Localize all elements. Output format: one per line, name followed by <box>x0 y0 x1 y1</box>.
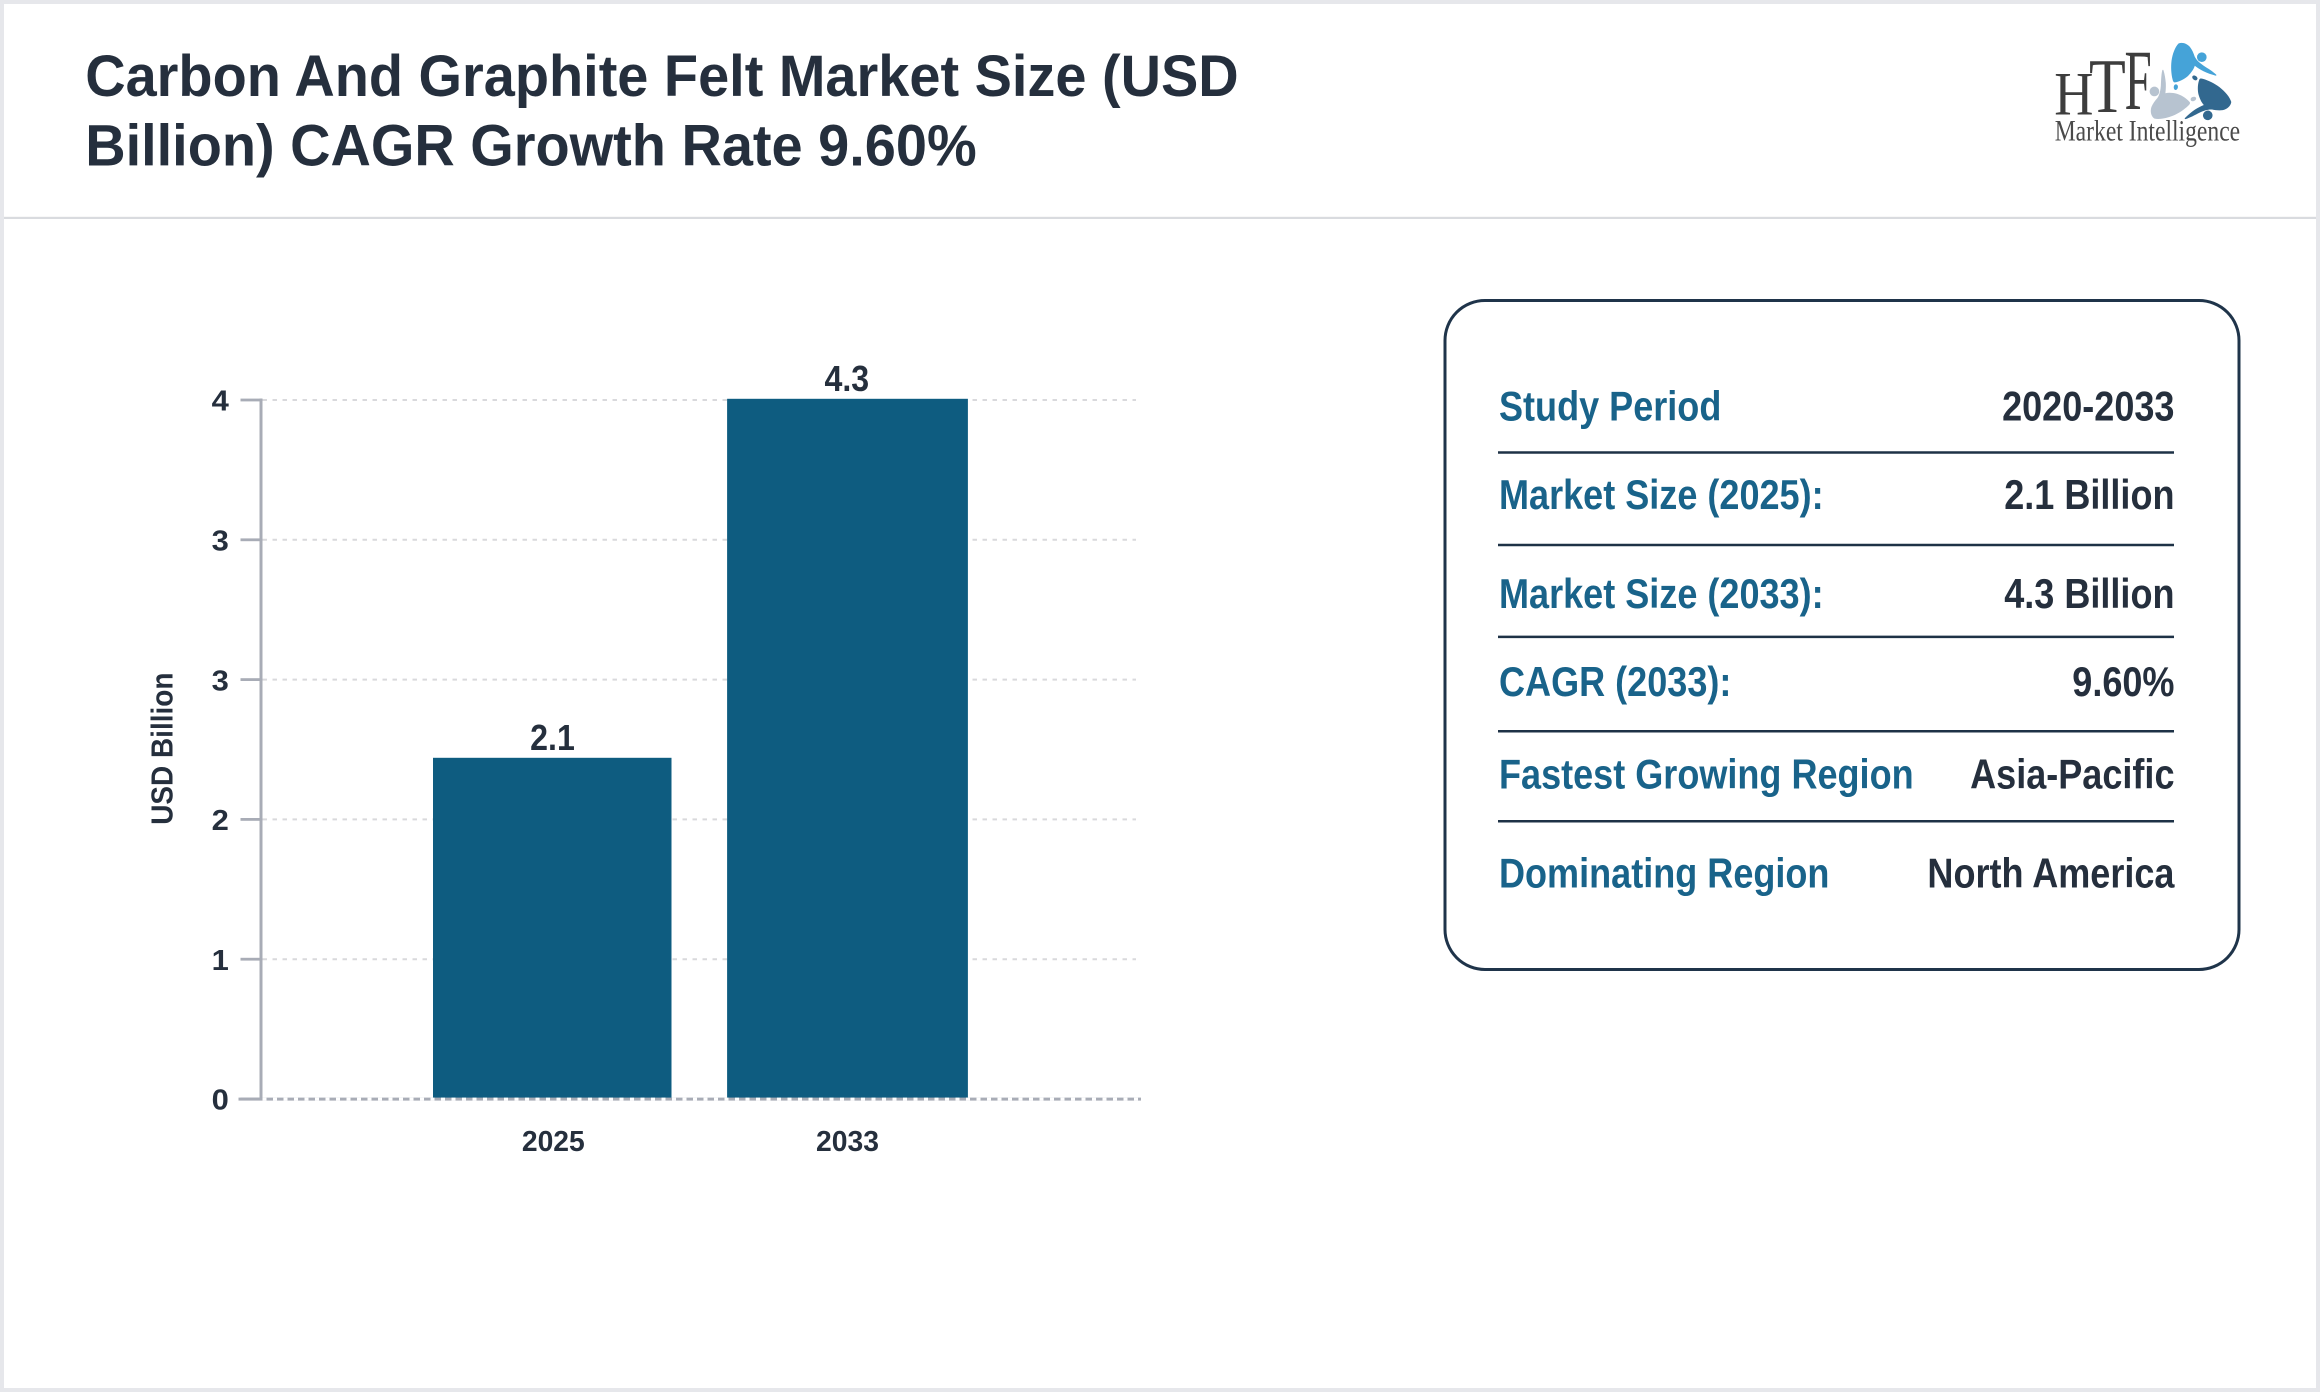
svg-text:2.1 Billion: 2.1 Billion <box>2004 473 2174 519</box>
svg-text:9.60%: 9.60% <box>2072 660 2174 706</box>
svg-text:4.3 Billion: 4.3 Billion <box>2004 572 2174 618</box>
svg-text:T: T <box>2089 43 2126 129</box>
svg-text:4.3: 4.3 <box>824 359 869 399</box>
svg-text:2: 2 <box>212 805 229 837</box>
svg-text:Dominating Region: Dominating Region <box>1499 851 1829 897</box>
svg-text:2033: 2033 <box>816 1126 879 1158</box>
svg-text:Market Size (2025):: Market Size (2025): <box>1499 473 1824 519</box>
svg-text:USD Billion: USD Billion <box>145 673 180 825</box>
svg-text:1: 1 <box>212 945 229 977</box>
svg-text:3: 3 <box>212 525 229 557</box>
svg-text:North America: North America <box>1927 851 2174 897</box>
svg-text:Study Period: Study Period <box>1499 384 1721 430</box>
svg-text:2.1: 2.1 <box>530 718 575 758</box>
svg-text:Fastest Growing Region: Fastest Growing Region <box>1499 752 1914 798</box>
svg-text:3: 3 <box>212 665 229 697</box>
svg-text:Billion) CAGR Growth Rate 9.60: Billion) CAGR Growth Rate 9.60% <box>85 113 976 178</box>
svg-text:2025: 2025 <box>522 1126 585 1158</box>
svg-text:CAGR (2033):: CAGR (2033): <box>1499 660 1731 706</box>
svg-text:H: H <box>2054 60 2093 129</box>
svg-text:Market Size (2033):: Market Size (2033): <box>1499 572 1824 618</box>
svg-text:0: 0 <box>212 1085 229 1117</box>
svg-text:Carbon And Graphite Felt Marke: Carbon And Graphite Felt Market Size (US… <box>85 44 1238 109</box>
svg-text:Asia-Pacific: Asia-Pacific <box>1970 752 2174 798</box>
svg-text:Market Intelligence: Market Intelligence <box>2055 114 2240 147</box>
svg-text:F: F <box>2125 34 2152 129</box>
svg-text:4: 4 <box>212 386 230 418</box>
svg-text:2020-2033: 2020-2033 <box>2002 384 2174 430</box>
